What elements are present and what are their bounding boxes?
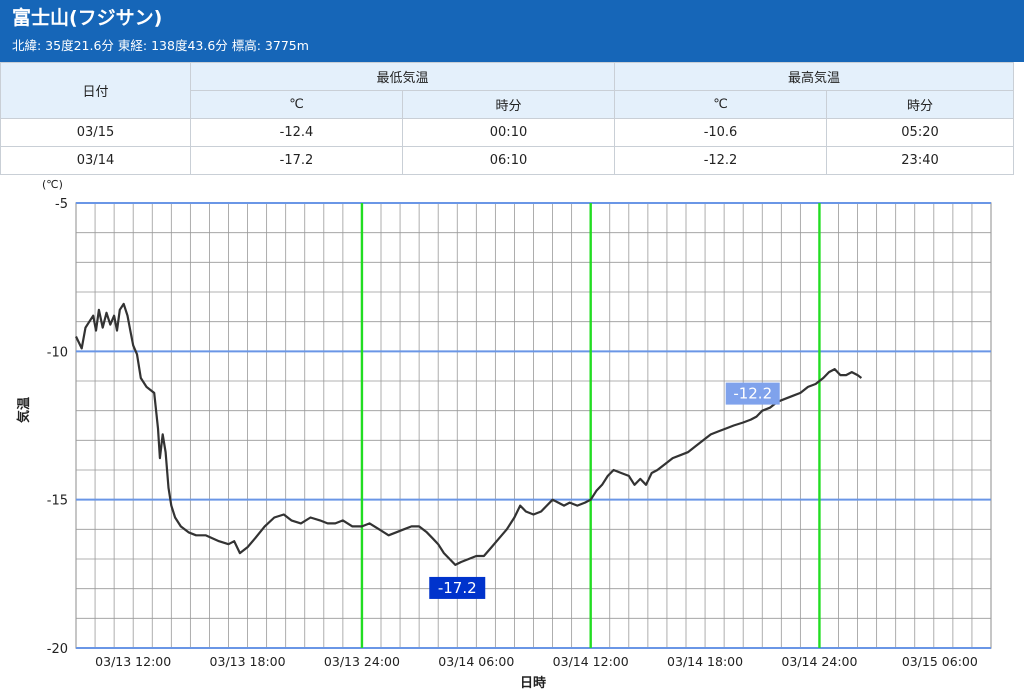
table-subheader-row: ℃ 時分 ℃ 時分 (1, 90, 1015, 119)
row-max-time: 05:20 (826, 118, 1015, 147)
temperature-series-line (75, 302, 863, 566)
x-tick-label: 03/14 06:00 (438, 654, 514, 669)
y-axis-label: 気温 (16, 397, 32, 423)
max-time-header: 時分 (826, 90, 1015, 119)
min-time-header: 時分 (401, 90, 616, 119)
row-date: 03/15 (0, 118, 191, 147)
row-min: -17.2 (190, 146, 403, 175)
chart-grid (75, 202, 992, 649)
max-temp-header: 最高気温 (614, 62, 1015, 91)
row-min-time: 06:10 (401, 146, 616, 175)
x-tick-label: 03/14 18:00 (667, 654, 743, 669)
row-date: 03/14 (0, 146, 191, 175)
row-min: -12.4 (190, 118, 403, 147)
min-temp-label: -17.2 (438, 579, 477, 597)
x-tick-label: 03/13 12:00 (95, 654, 171, 669)
x-tick-label: 03/14 12:00 (553, 654, 629, 669)
date-header: 日付 (0, 62, 191, 119)
min-temp-label-box (429, 576, 486, 599)
x-axis-label: 日時 (520, 675, 546, 691)
y-tick-label: -20 (47, 642, 68, 657)
x-tick-label: 03/15 06:00 (902, 654, 978, 669)
min-unit-header: ℃ (190, 90, 403, 119)
table-row: 03/14 -17.2 06:10 -12.2 23:40 (0, 146, 1015, 175)
row-max: -10.6 (614, 118, 828, 147)
x-tick-label: 03/14 24:00 (781, 654, 857, 669)
station-coordinates: 北緯: 35度21.6分 東経: 138度43.6分 標高: 3775m (12, 38, 309, 53)
x-tick-label: 03/13 24:00 (324, 654, 400, 669)
max-unit-header: ℃ (614, 90, 828, 119)
table-row: 03/15 -12.4 00:10 -10.6 05:20 (0, 118, 1015, 147)
y-tick-label: -10 (47, 345, 68, 360)
row-max: -12.2 (614, 146, 828, 175)
y-tick-label: -15 (47, 494, 68, 509)
station-header: 富士山(フジサン) 北緯: 35度21.6分 東経: 138度43.6分 標高:… (0, 0, 1024, 62)
chart-svg: -5 -10 -15 -20 03/13 12:00 03/13 18:00 03/13 2… (16, 178, 992, 691)
temperature-summary-table: 日付 最低気温 最高気温 ℃ 時分 ℃ 時分 03/15 -12.4 00:10… (0, 62, 1015, 175)
row-max-time: 23:40 (826, 146, 1015, 175)
max-temp-label-box (725, 382, 780, 405)
x-tick-label: 03/13 18:00 (210, 654, 286, 669)
series-layer (75, 302, 863, 566)
max-temp-label: -12.2 (733, 385, 772, 403)
y-tick-label: -5 (55, 197, 68, 212)
unit-label: (℃) (42, 178, 63, 191)
temperature-chart: -5 -10 -15 -20 03/13 12:00 03/13 18:00 03/13 2… (0, 175, 1024, 695)
station-title: 富士山(フジサン) (12, 7, 163, 29)
min-temp-header: 最低気温 (189, 62, 616, 91)
table-header-row: 日付 最低気温 最高気温 (0, 62, 1015, 119)
chart-labels: -5 -10 -15 -20 03/13 12:00 03/13 18:00 03/13 2… (16, 178, 978, 691)
row-min-time: 00:10 (401, 118, 616, 147)
day-boundaries (360, 203, 821, 648)
